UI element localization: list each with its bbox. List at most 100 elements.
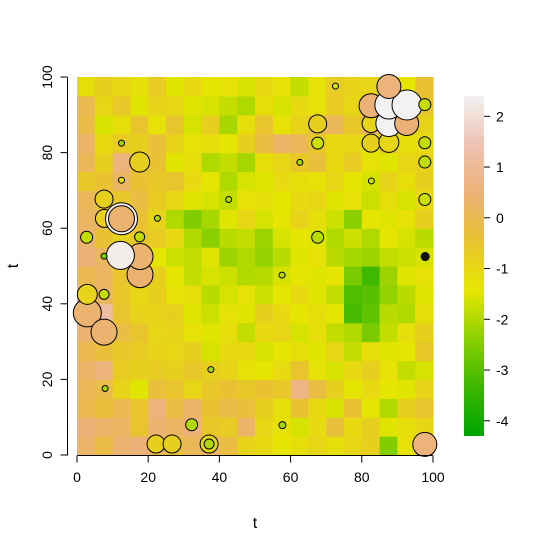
data-point [376, 73, 402, 99]
heatmap-cell [379, 171, 398, 191]
data-point [420, 252, 430, 262]
heatmap-cell [148, 379, 167, 399]
heatmap-cell [219, 284, 238, 305]
heatmap-cell [201, 303, 220, 324]
heatmap-cell [290, 266, 309, 286]
heatmap-cell [77, 341, 96, 362]
heatmap-cell [201, 247, 220, 267]
heatmap-cell [112, 95, 131, 116]
heatmap-cell [361, 228, 381, 248]
heatmap-cell [415, 228, 434, 248]
heatmap-cell [361, 77, 381, 97]
heatmap-cell [290, 190, 309, 210]
heatmap-cell [397, 379, 416, 399]
data-point [418, 155, 432, 169]
heatmap-cell [183, 95, 203, 116]
y-tick-label: 60 [39, 220, 55, 236]
heatmap-cell [148, 398, 167, 418]
data-point [412, 431, 438, 457]
heatmap-cell [326, 322, 345, 343]
heatmap-cell [397, 341, 416, 362]
heatmap-cell [183, 190, 203, 210]
heatmap-cell [237, 247, 256, 267]
data-point [311, 136, 325, 150]
heatmap-cell [130, 436, 149, 456]
heatmap-cell [344, 379, 363, 399]
heatmap-cell [166, 114, 185, 135]
heatmap-cell [290, 322, 309, 343]
heatmap-cell [272, 247, 292, 267]
heatmap-cell [183, 360, 203, 380]
heatmap-cell [166, 398, 185, 418]
heatmap-cell [112, 417, 131, 437]
heatmap-cell [397, 171, 416, 191]
data-point [331, 82, 339, 90]
heatmap-cell [77, 77, 96, 97]
data-point [225, 195, 233, 203]
heatmap-cell [166, 322, 185, 343]
x-tick-label: 20 [140, 469, 156, 485]
data-point [146, 434, 166, 454]
heatmap-cell [397, 209, 416, 229]
heatmap-cell [344, 228, 363, 248]
heatmap-cell [130, 95, 149, 116]
y-tick-label: 20 [39, 371, 55, 387]
heatmap-cell [237, 228, 256, 248]
heatmap-cell [290, 209, 309, 229]
heatmap-cell [130, 322, 149, 343]
heatmap-cell [77, 266, 96, 286]
heatmap-cell [308, 360, 327, 380]
heatmap-cell [290, 77, 309, 97]
heatmap-cell [237, 266, 256, 286]
data-point [162, 434, 182, 454]
heatmap-cell [237, 341, 256, 362]
heatmap-cell [344, 341, 363, 362]
heatmap-cell [415, 266, 434, 286]
heatmap-cell [130, 171, 149, 191]
heatmap-cell [272, 190, 292, 210]
heatmap-cell [148, 322, 167, 343]
data-point [278, 421, 287, 430]
heatmap-cell [112, 341, 131, 362]
heatmap-cell [112, 303, 131, 324]
colorbar-gradient [464, 96, 484, 436]
heatmap-cell [255, 171, 274, 191]
x-tick-label: 60 [283, 469, 299, 485]
heatmap-cell [112, 114, 131, 135]
heatmap-cell [237, 171, 256, 191]
heatmap-cell [237, 209, 256, 229]
heatmap-cell [361, 303, 381, 324]
heatmap-cell [255, 417, 274, 437]
heatmap-cell [130, 379, 149, 399]
heatmap-cell [237, 77, 256, 97]
heatmap-cell [344, 322, 363, 343]
heatmap-cell [112, 436, 131, 456]
heatmap-cell [148, 114, 167, 135]
heatmap-cell [379, 247, 398, 267]
heatmap-cell [397, 322, 416, 343]
heatmap-cell [219, 303, 238, 324]
heatmap-cell [201, 284, 220, 305]
heatmap-cell [219, 95, 238, 116]
heatmap-cell [308, 303, 327, 324]
heatmap-cell [183, 284, 203, 305]
heatmap-cell [77, 322, 96, 343]
heatmap-cell [201, 190, 220, 210]
heatmap-cell [361, 190, 381, 210]
y-tick-label: 100 [39, 65, 55, 89]
heatmap-cell [201, 152, 220, 173]
heatmap-cell [361, 417, 381, 437]
heatmap-cell [77, 133, 96, 154]
heatmap-cell [379, 322, 398, 343]
heatmap-cell [130, 77, 149, 97]
point-markers [72, 73, 438, 457]
heatmap-cell [77, 398, 96, 418]
heatmap-cell [94, 114, 114, 135]
heatmap-cell [326, 114, 345, 135]
heatmap-cell [112, 266, 131, 286]
heatmap-cell [237, 284, 256, 305]
heatmap-cell [308, 266, 327, 286]
heatmap-cell [237, 190, 256, 210]
data-point [90, 318, 118, 346]
heatmap-cell [201, 77, 220, 97]
